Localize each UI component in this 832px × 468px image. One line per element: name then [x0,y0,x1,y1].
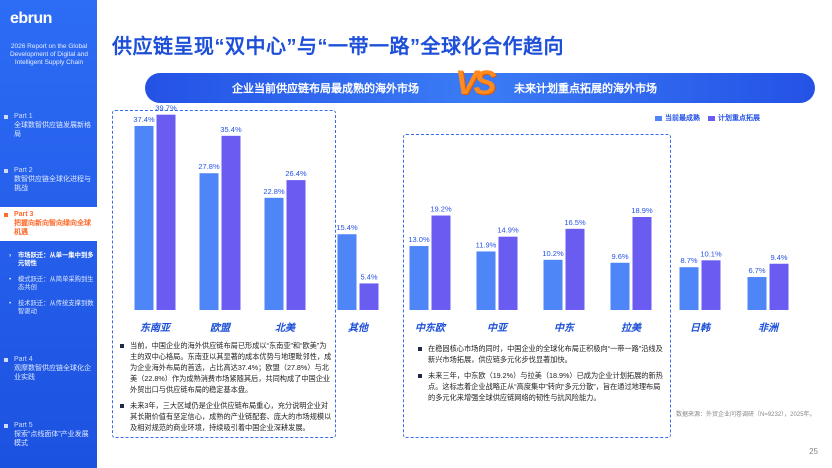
sidebar-part-title: 探索“点线面体”产业发展模式 [14,431,89,447]
sidebar-item-part3[interactable]: Part 3 把握向新向智向绿向全球机遇 [0,207,97,241]
category-label-8: 日韩 [690,322,712,334]
bar-current-9 [747,277,767,310]
category-label-6: 中东 [554,322,576,334]
bar-current-5 [476,251,496,310]
page-title: 供应链呈现“双中心”与“一带一路”全球化合作趋向 [112,36,564,58]
bar-current-0 [134,125,154,310]
right-highlight-box [403,134,671,438]
data-label-future-5: 14.9% [497,226,519,235]
page-number: 25 [809,447,818,456]
data-label-future-9: 9.4% [770,253,787,262]
bar-future-7 [632,217,652,310]
bar-future-2 [286,180,306,310]
sidebar-part-label: Part 3 [0,211,97,218]
sidebar-item-part1[interactable]: Part 1 全球数智供应链发展新格局 [0,113,97,139]
sidebar-part-label: Part 2 [0,167,97,174]
category-label-0: 东南亚 [140,322,172,334]
banner-right-label: 未来计划重点拓展的海外市场 [514,83,657,95]
sidebar-part-label: Part 1 [0,113,97,120]
bar-current-6 [543,259,563,310]
vs-graphic: VS [455,64,496,102]
sidebar-item-part2[interactable]: Part 2 数智供应链全球化进程与挑战 [0,167,97,193]
data-label-current-4: 13.0% [408,235,430,244]
bar-future-5 [498,236,518,310]
bar-current-7 [610,262,630,310]
sidebar: ebrun 2026 Report on the Global Developm… [0,0,97,468]
bar-current-4 [409,246,429,310]
subnav-item-model[interactable]: 模式跃迁：从简单采购到生态共创 [0,276,94,292]
data-label-future-3: 5.4% [360,272,377,281]
sidebar-part-title: 全球数智供应链发展新格局 [14,122,91,138]
category-label-2: 北美 [275,322,297,334]
data-label-current-1: 27.8% [198,162,220,171]
data-label-current-3: 15.4% [336,223,358,232]
category-label-1: 欧盟 [210,322,232,334]
sidebar-part-title: 数智供应链全球化进程与挑战 [14,176,91,192]
bar-future-9 [769,263,789,310]
data-source-note: 数据来源：外贸企业问卷调研（N=9232），2025年。 [676,412,816,418]
data-label-current-5: 11.9% [476,240,497,249]
bar-current-8 [679,267,699,310]
sidebar-part-title: 把握向新向智向绿向全球机遇 [14,220,91,236]
sidebar-item-part5[interactable]: Part 5 探索“点线面体”产业发展模式 [0,422,97,448]
data-label-future-7: 18.9% [631,206,653,215]
bar-current-2 [264,197,284,310]
subnav-item-tech[interactable]: 技术跃迁：从传统支撑到数智驱动 [0,300,94,316]
bar-current-3 [337,234,357,310]
data-label-current-2: 22.8% [263,187,285,196]
report-title: 2026 Report on the Global Development of… [9,43,89,67]
sidebar-subnav: 市场跃迁：从单一集中到多元韧性 模式跃迁：从简单采购到生态共创 技术跃迁：从传统… [0,252,97,316]
sidebar-part-label: Part 4 [0,356,97,363]
data-label-future-1: 35.4% [220,125,242,134]
left-bullet-2: 未来3年，三大区域仍是企业供应链布局重心，充分说明企业对其长期价值有坚定信心，成… [120,400,332,433]
category-label-7: 拉美 [621,322,643,334]
data-label-current-6: 10.2% [542,249,564,258]
right-bullet-2: 未来三年，中东欧（19.2%）与拉美（18.9%）已成为企业计划拓展的新热点。这… [418,370,666,403]
left-bullet-1: 当前，中国企业的海外供应链布局已形成以“东南亚”和“欧美”为主的双中心格局。东南… [120,340,332,395]
sidebar-part-label: Part 5 [0,422,97,429]
left-highlight-box [112,110,336,438]
data-label-future-4: 19.2% [430,205,452,214]
left-bullets: 当前，中国企业的海外供应链布局已形成以“东南亚”和“欧美”为主的双中心格局。东南… [120,340,332,438]
right-bullets: 在稳固核心市场的同时，中国企业的全球化布局正积极向“一带一路”沿线及新兴市场拓展… [418,343,666,408]
bar-current-1 [199,173,219,310]
data-label-current-7: 9.6% [611,252,628,261]
chart-legend: 当前最成熟 计划重点拓展 [655,113,760,123]
category-label-9: 非洲 [758,322,780,334]
banner-left-label: 企业当前供应链布局最成熟的海外市场 [232,83,419,95]
data-label-future-2: 26.4% [285,169,307,178]
data-label-current-0: 37.4% [133,115,155,124]
legend-item-current: 当前最成熟 [655,113,700,123]
legend-swatch-current [655,115,662,121]
data-label-future-8: 10.1% [700,249,722,258]
brand-logo: ebrun [10,10,52,27]
category-label-5: 中亚 [487,322,509,334]
category-label-4: 中东欧 [415,322,447,334]
category-label-3: 其他 [348,322,370,334]
bar-future-3 [359,283,379,310]
legend-label-current: 当前最成熟 [665,115,700,122]
bar-future-0 [156,114,176,311]
sidebar-item-part4[interactable]: Part 4 观摩数智供应链全球化企业实践 [0,356,97,382]
bar-future-6 [565,228,585,310]
comparison-banner [145,73,815,103]
bar-future-4 [431,215,451,310]
legend-item-future: 计划重点拓展 [708,113,760,123]
legend-swatch-future [708,115,715,121]
subnav-item-market[interactable]: 市场跃迁：从单一集中到多元韧性 [0,252,94,268]
bar-future-8 [701,260,721,310]
data-label-future-6: 16.5% [564,218,586,227]
right-bullet-1: 在稳固核心市场的同时，中国企业的全球化布局正积极向“一带一路”沿线及新兴市场拓展… [418,343,666,365]
data-label-current-8: 8.7% [680,256,697,265]
data-label-future-0: 39.7% [155,104,177,113]
bar-future-1 [221,135,241,310]
data-label-current-9: 6.7% [748,266,765,275]
legend-label-future: 计划重点拓展 [718,115,760,122]
sidebar-part-title: 观摩数智供应链全球化企业实践 [14,365,91,381]
